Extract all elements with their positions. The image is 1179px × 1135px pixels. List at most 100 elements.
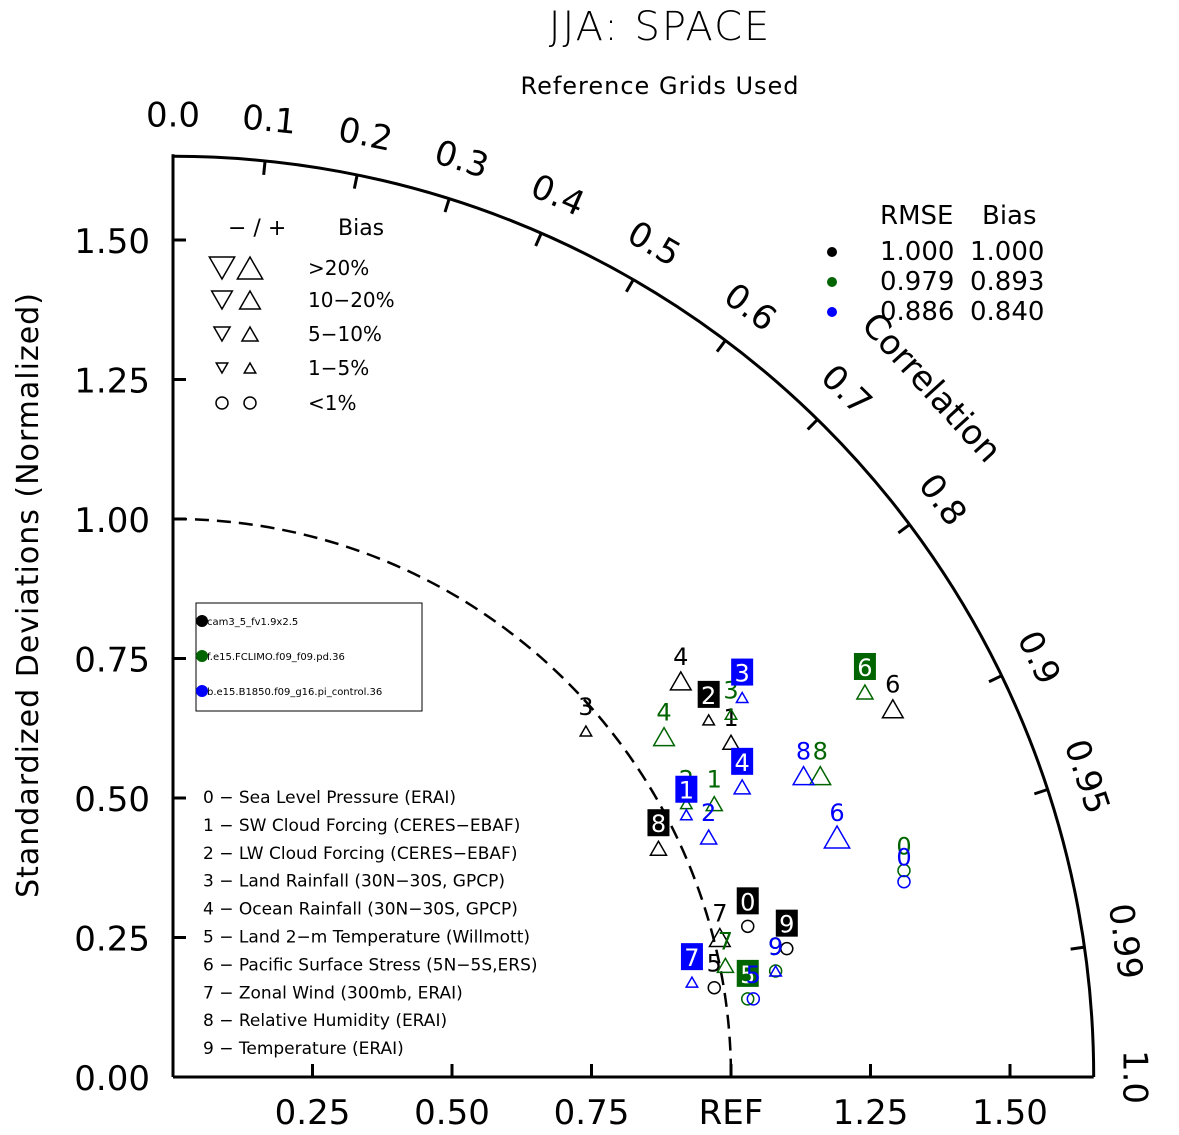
rmse-color-dot (827, 247, 837, 257)
data-point-label-box (731, 658, 754, 686)
corr-tick-label: 0.99 (1100, 901, 1150, 982)
case-legend-label: f.e15.FCLIMO.f09_f09.pd.36 (207, 652, 345, 663)
data-point: 6 (853, 652, 876, 700)
data-point-marker (652, 726, 676, 747)
legends: − / + Bias >20% 10−20% 5−10% 1−5% <1% RMSE Bias 1… (195, 201, 1044, 1059)
corr-tick-label: 0.4 (525, 166, 591, 224)
corr-tick-label: 0.2 (335, 110, 396, 160)
data-point-marker (823, 824, 851, 849)
data-point: 5 (736, 959, 759, 1006)
case-legend-dot (196, 685, 208, 697)
data-point-label: 9 (768, 933, 783, 961)
corr-tick (715, 339, 727, 353)
data-point-marker (897, 863, 911, 878)
data-point-label: 1 (723, 704, 738, 732)
data-point-label: 2 (701, 799, 716, 827)
bias-legend-label: 10−20% (308, 288, 395, 312)
data-point-label-box (675, 775, 698, 803)
bias-legend-up-triangle-icon (238, 289, 262, 310)
y-tick-label: 1.25 (74, 362, 150, 402)
rmse-color-dot (827, 277, 837, 287)
y-tick-label: 0.50 (74, 780, 150, 820)
data-point: 2 (699, 799, 719, 845)
bias-legend-down-triangle-icon (210, 290, 234, 311)
data-point-marker (740, 992, 755, 1006)
data-point: 8 (791, 738, 816, 786)
data-point-label: 9 (768, 933, 783, 961)
data-point-label-box (736, 959, 759, 987)
data-point: 4 (669, 643, 693, 691)
data-point-label-box (731, 747, 754, 775)
data-point-label: 1 (707, 766, 722, 794)
corr-tick-group: 1.0 (1115, 1050, 1155, 1104)
corr-tick (1033, 788, 1049, 796)
corr-tick (1070, 945, 1085, 951)
y-tick-label: 1.50 (74, 222, 150, 262)
data-point-marker (732, 778, 752, 795)
data-point-label: 3 (578, 693, 593, 721)
data-point: 2 (697, 680, 720, 726)
data-point-marker (649, 839, 668, 856)
data-point: 1 (675, 775, 698, 821)
corr-tick-label: 1.0 (1115, 1050, 1155, 1104)
data-point: 0 (896, 844, 912, 889)
ref-label: REF (699, 1093, 764, 1133)
corr-tick-group: 0.7 (813, 357, 880, 423)
variable-legend-item: 5 − Land 2−m Temperature (Willmott) (203, 928, 530, 948)
data-point-label-box (697, 680, 720, 708)
data-point-label: 6 (829, 799, 844, 827)
data-point: 7 (708, 900, 732, 948)
correlation-title: Correlation (853, 305, 1009, 471)
data-point: 4 (652, 699, 676, 747)
bias-legend-down-triangle-icon (212, 326, 232, 343)
data-point-label: 0 (896, 833, 911, 861)
data-point-label: 7 (712, 900, 727, 928)
data-point-label: 4 (735, 749, 750, 777)
x-tick-label: 0.25 (275, 1093, 351, 1133)
case-legend-box (195, 602, 423, 712)
case-legend-label: cam3_5_fv1.9x2.5 (207, 617, 298, 628)
corr-tick-label: 0.8 (910, 466, 974, 533)
data-point: 0 (896, 833, 912, 878)
bias-value: 0.840 (970, 297, 1044, 327)
corr-tick-group: 0.3 (430, 132, 494, 186)
data-point-marker (723, 707, 739, 721)
data-point: 9 (768, 933, 783, 977)
bias-legend-sign-header: − / + (228, 216, 286, 241)
data-point: 9 (775, 909, 798, 956)
data-point-marker (679, 808, 694, 821)
corr-tick (988, 674, 1003, 684)
corr-tick (625, 278, 635, 293)
case-legend-dot (196, 615, 208, 627)
data-point-marker (721, 733, 741, 750)
data-point-marker (707, 980, 722, 995)
x-tick-label: 0.75 (554, 1093, 630, 1133)
data-point-label: 7 (684, 944, 699, 972)
bias-legend-down-triangle-icon (208, 256, 236, 281)
corr-tick-label: 0.5 (620, 213, 687, 275)
data-point: 5 (746, 961, 761, 1006)
bias-legend-label: 1−5% (308, 356, 369, 380)
data-point: 0 (736, 887, 759, 934)
y-tick-label: 0.75 (74, 641, 150, 681)
data-point-marker (699, 828, 719, 845)
bias-legend-label: 5−10% (308, 322, 382, 346)
data-point: 1 (704, 766, 724, 812)
data-point: 3 (578, 693, 594, 737)
corr-tick-group: 0.8 (910, 466, 974, 533)
data-point: 6 (881, 671, 905, 719)
data-point-marker (684, 975, 699, 988)
rmse-value: 0.886 (880, 297, 954, 327)
corr-tick-label: 0.1 (240, 98, 298, 143)
rmse-color-dot (827, 307, 837, 317)
corr-tick-label: 0.95 (1056, 735, 1118, 819)
data-point-label: 3 (735, 660, 750, 688)
corr-tick-label: 0.3 (430, 132, 494, 186)
corr-tick-label: 0.9 (1009, 625, 1069, 691)
y-tick-label: 0.00 (74, 1059, 150, 1099)
data-point: 8 (647, 809, 670, 856)
y-tick-label: 0.25 (74, 920, 150, 960)
data-point-label: 7 (718, 927, 733, 955)
bias-value: 0.893 (970, 267, 1044, 297)
